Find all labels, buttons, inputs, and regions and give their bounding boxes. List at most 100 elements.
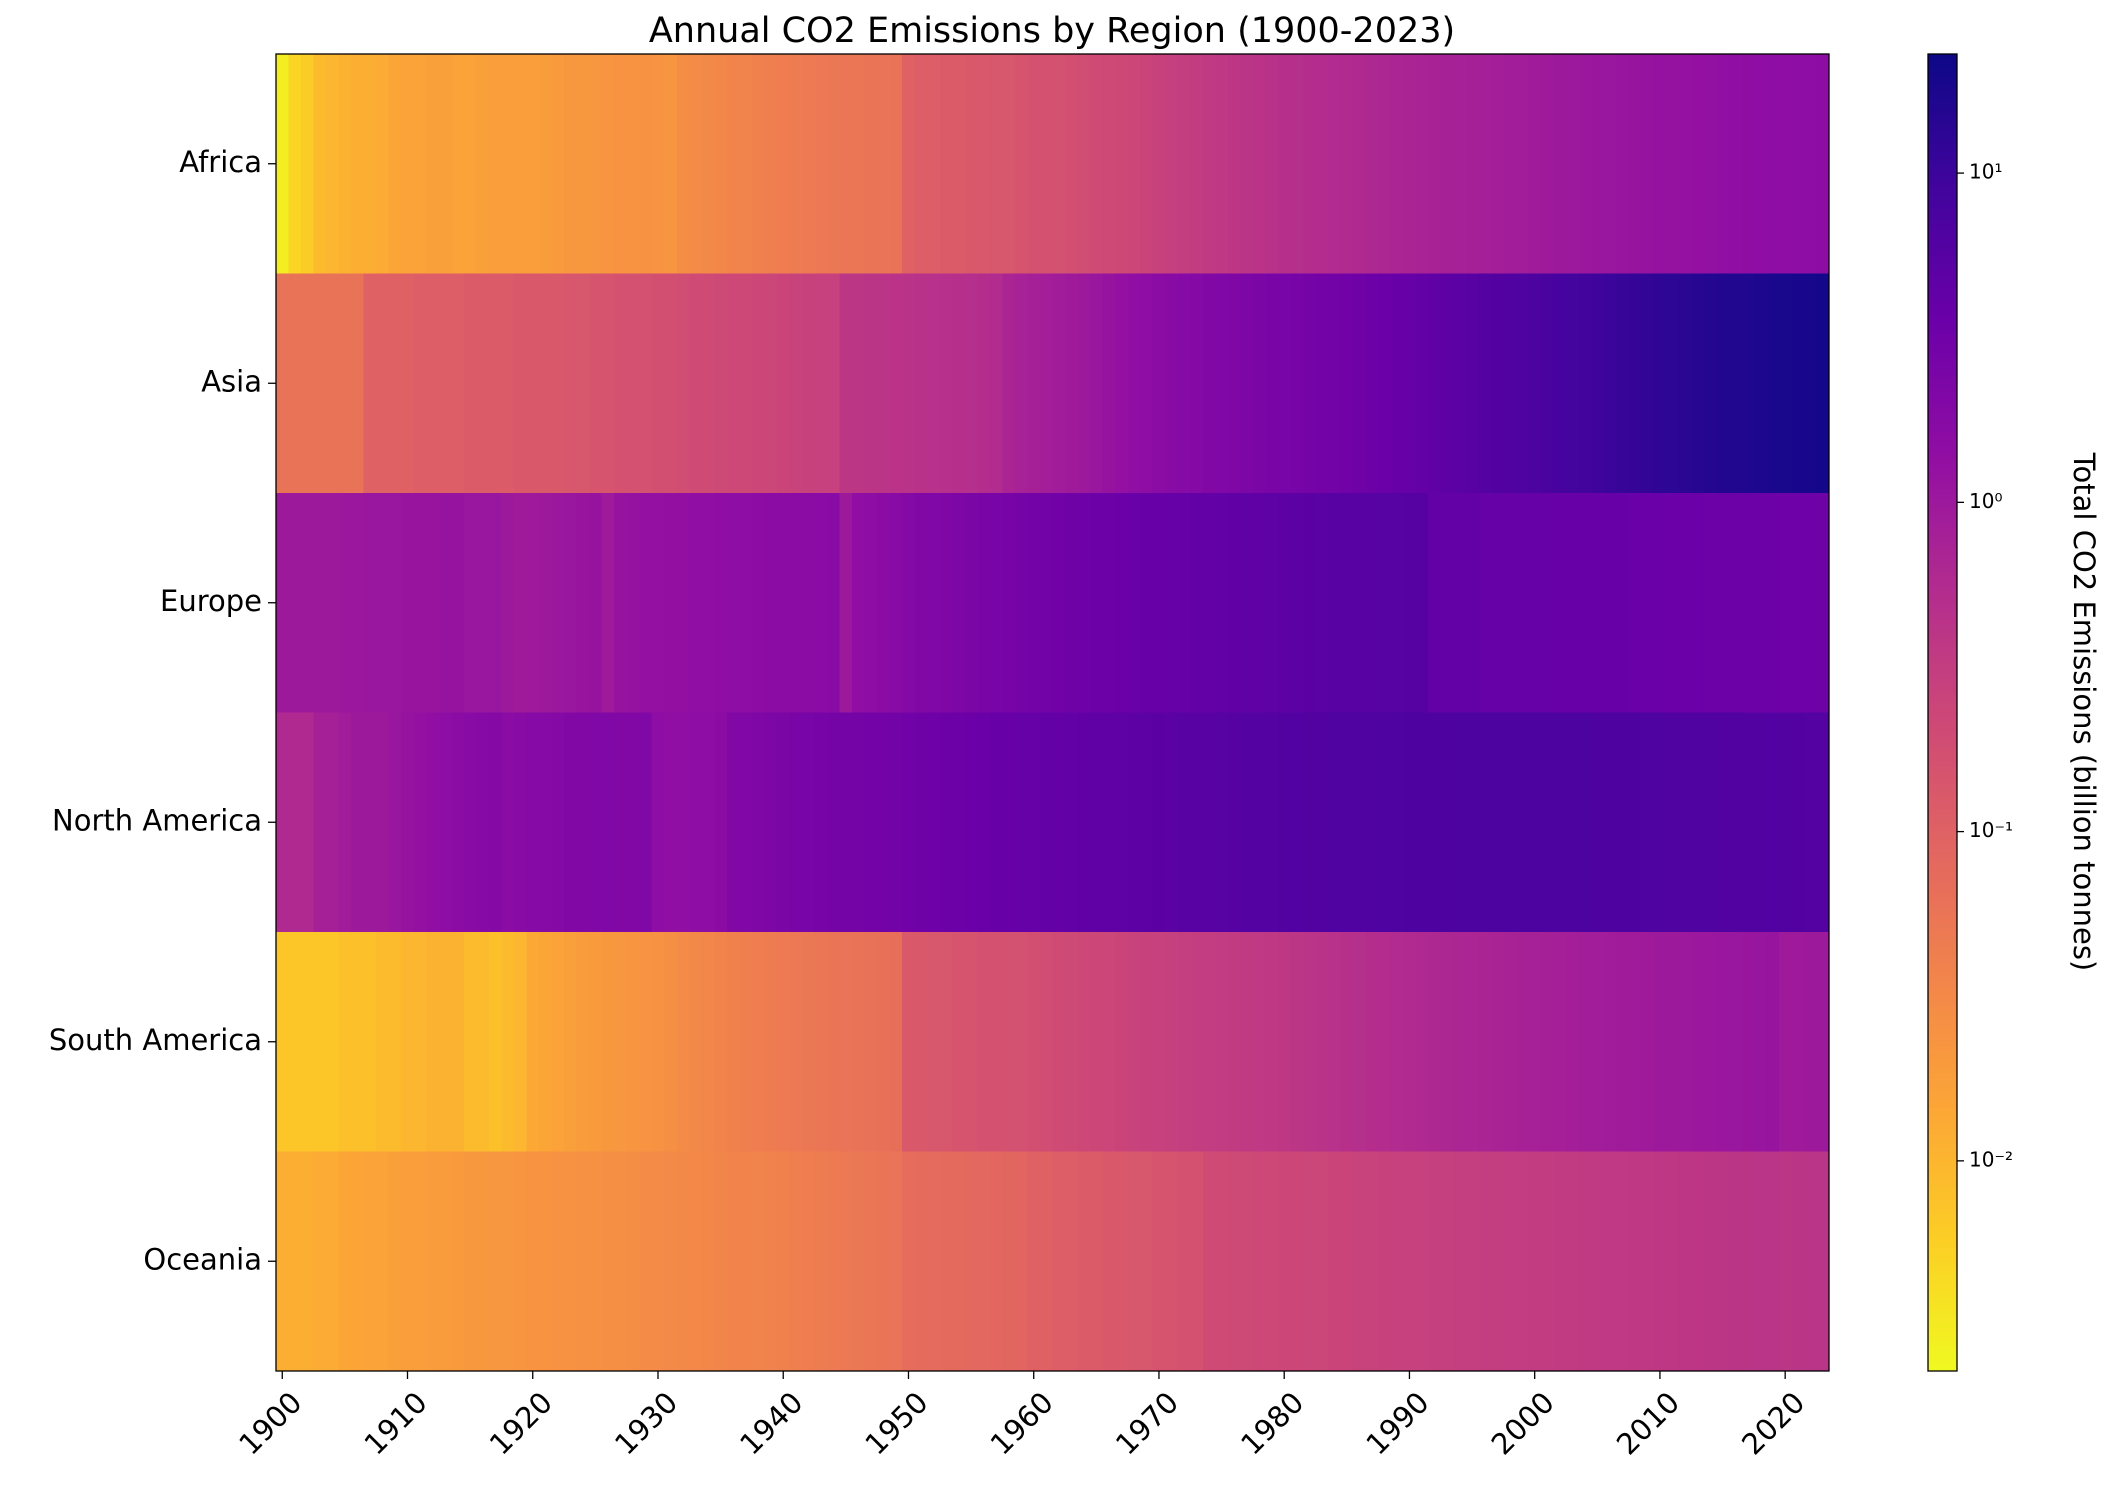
heatmap-cell — [1277, 493, 1292, 714]
heatmap-cell — [513, 273, 528, 494]
colorbar-swatch — [1928, 1169, 1957, 1175]
heatmap-cell — [1290, 932, 1304, 1153]
heatmap-cell — [1052, 54, 1066, 275]
heatmap-cell — [1127, 712, 1141, 933]
colorbar-swatch — [1928, 831, 1957, 837]
colorbar-swatch — [1928, 1344, 1957, 1350]
heatmap-cell — [802, 932, 816, 1153]
heatmap-cell — [1678, 712, 1692, 933]
colorbar-swatch — [1928, 1125, 1957, 1131]
heatmap-cell — [1515, 493, 1530, 714]
heatmap-cell — [1177, 932, 1191, 1153]
heatmap-cell — [501, 1151, 515, 1372]
heatmap-cell — [338, 54, 352, 275]
heatmap-cell — [726, 54, 740, 275]
heatmap-cell — [651, 54, 665, 275]
heatmap-cell — [789, 712, 803, 933]
heatmap-cell — [1190, 273, 1204, 494]
heatmap-cell — [1490, 493, 1504, 714]
colorbar-swatch — [1928, 857, 1957, 863]
heatmap-cell — [363, 54, 377, 275]
colorbar-swatch — [1928, 119, 1957, 125]
heatmap-cell — [1766, 1151, 1780, 1372]
colorbar-swatch — [1928, 146, 1957, 152]
heatmap-cell — [1791, 54, 1805, 275]
heatmap-cell — [1039, 493, 1054, 714]
heatmap-cell — [1252, 932, 1267, 1153]
colorbar-swatch — [1928, 1212, 1957, 1218]
colorbar-swatch — [1928, 1335, 1957, 1341]
heatmap-cell — [814, 932, 828, 1153]
heatmap-cell — [1353, 493, 1367, 714]
heatmap-cell — [438, 932, 452, 1153]
heatmap-cell — [1766, 712, 1780, 933]
colorbar-swatch — [1928, 207, 1957, 213]
colorbar-swatch — [1928, 936, 1957, 942]
heatmap-cell — [877, 273, 891, 494]
heatmap-cell — [1753, 273, 1767, 494]
heatmap-cell — [714, 1151, 728, 1372]
heatmap-cell — [551, 1151, 565, 1372]
heatmap-cell — [1753, 712, 1767, 933]
heatmap-cell — [388, 932, 402, 1153]
heatmap-cell — [1328, 54, 1342, 275]
heatmap-cell — [1816, 54, 1830, 275]
heatmap-cell — [651, 1151, 665, 1372]
heatmap-cell — [1703, 273, 1717, 494]
colorbar-swatch — [1928, 1313, 1957, 1319]
heatmap-cell — [1039, 54, 1054, 275]
heatmap-cell — [1115, 273, 1129, 494]
heatmap-cell — [789, 54, 803, 275]
heatmap-cell — [977, 712, 991, 933]
heatmap-cell — [1190, 932, 1204, 1153]
heatmap-cell — [952, 712, 966, 933]
heatmap-cell — [363, 1151, 377, 1372]
x-tick-label: 1930 — [608, 1385, 684, 1461]
heatmap-cell — [1165, 273, 1179, 494]
heatmap-cell — [1002, 932, 1016, 1153]
heatmap-cell — [1240, 493, 1254, 714]
heatmap-cell — [1240, 54, 1254, 275]
colorbar-swatch — [1928, 1076, 1957, 1082]
heatmap-cell — [1428, 54, 1442, 275]
heatmap-cell — [1353, 712, 1367, 933]
heatmap-cell — [1540, 712, 1555, 933]
heatmap-cell — [1478, 712, 1492, 933]
heatmap-cell — [601, 1151, 615, 1372]
heatmap-cell — [1515, 712, 1530, 933]
heatmap-cell — [1528, 712, 1542, 933]
colorbar-swatch — [1928, 809, 1957, 815]
heatmap-cell — [789, 493, 803, 714]
colorbar-swatch — [1928, 602, 1957, 608]
heatmap-cell — [814, 54, 828, 275]
heatmap-cell — [1315, 493, 1329, 714]
heatmap-cell — [1165, 54, 1179, 275]
colorbar-swatch — [1928, 624, 1957, 630]
colorbar-swatch — [1928, 554, 1957, 560]
colorbar-swatch — [1928, 1028, 1957, 1034]
heatmap-cell — [927, 1151, 941, 1372]
heatmap-cell — [1653, 54, 1667, 275]
heatmap-cell — [1403, 712, 1417, 933]
colorbar-swatch — [1928, 550, 1957, 556]
heatmap-cell — [1227, 932, 1241, 1153]
heatmap-cell — [476, 932, 490, 1153]
heatmap-cell — [1277, 1151, 1292, 1372]
heatmap-cell — [1641, 273, 1655, 494]
heatmap-cell — [739, 1151, 753, 1372]
heatmap-cell — [1252, 493, 1267, 714]
heatmap-cell — [1039, 712, 1054, 933]
heatmap-cell — [626, 273, 640, 494]
heatmap-cell — [1766, 493, 1780, 714]
colorbar-swatch — [1928, 892, 1957, 898]
heatmap-cell — [288, 493, 302, 714]
colorbar-swatch — [1928, 493, 1957, 498]
heatmap-cell — [551, 54, 565, 275]
heatmap-cell — [301, 493, 315, 714]
colorbar-swatch — [1928, 795, 1957, 801]
heatmap-cell — [1741, 1151, 1755, 1372]
heatmap-cell — [1453, 712, 1467, 933]
heatmap-cell — [989, 712, 1004, 933]
heatmap-cell — [1691, 712, 1705, 933]
colorbar-swatch — [1928, 273, 1957, 279]
